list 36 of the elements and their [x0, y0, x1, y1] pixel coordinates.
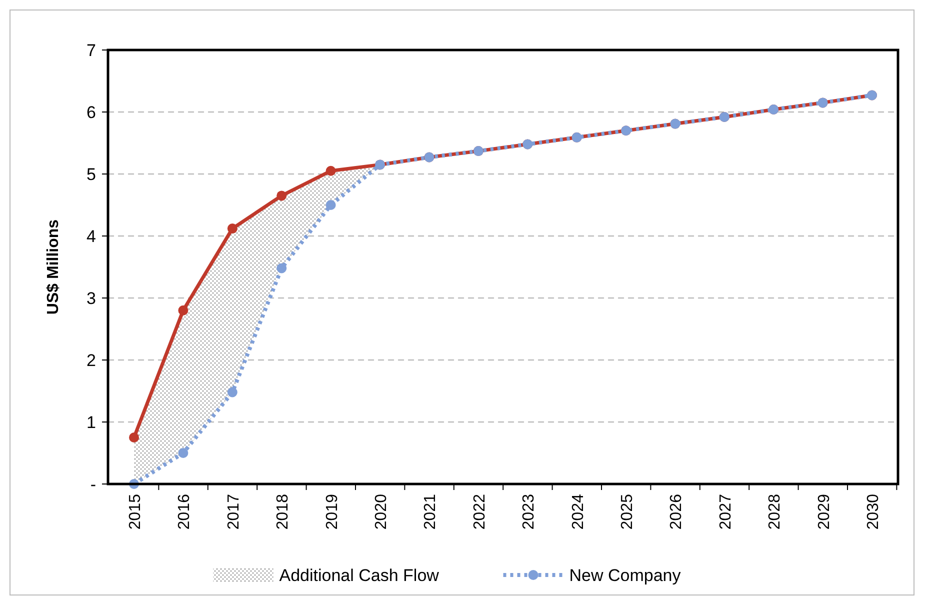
x-tick-label: 2022: [471, 494, 488, 530]
y-tick-label: 2: [86, 350, 96, 370]
x-tick-label: 2030: [865, 494, 882, 530]
x-tick-label: 2020: [373, 494, 390, 530]
point: [326, 200, 336, 210]
point: [129, 432, 139, 442]
x-tick-label: 2024: [570, 494, 587, 530]
x-tick-label: 2027: [717, 494, 734, 530]
y-axis-title: US$ Millions: [45, 219, 62, 315]
x-tick-label: 2015: [127, 494, 144, 530]
point: [326, 166, 336, 176]
y-tick-label: 5: [86, 164, 96, 184]
x-tick-label: 2016: [176, 494, 194, 530]
x-tick-label: 2028: [766, 494, 784, 530]
y-tick-label: -: [90, 474, 96, 494]
y-tick-label: 1: [86, 412, 96, 432]
point: [276, 263, 287, 274]
point: [276, 190, 287, 201]
x-tick-label: 2021: [422, 494, 440, 530]
point: [227, 224, 238, 234]
point: [178, 448, 188, 458]
x-tick-label: 2025: [619, 494, 636, 530]
y-tick-label: 4: [86, 226, 96, 246]
y-tick-label: 3: [86, 288, 96, 308]
x-tick-label: 2029: [816, 494, 833, 530]
x-tick-label: 2023: [520, 494, 538, 530]
y-tick-label: 6: [86, 102, 96, 122]
legend-label: New Company: [569, 566, 682, 585]
x-tick-label: 2017: [225, 494, 242, 530]
y-tick-label: 7: [86, 40, 96, 60]
x-tick-label: 2018: [274, 494, 292, 530]
point: [178, 305, 188, 316]
x-tick-label: 2019: [324, 494, 341, 530]
x-tick-label: 2026: [668, 494, 686, 530]
legend-label: Additional Cash Flow: [279, 566, 440, 585]
point: [227, 387, 238, 398]
